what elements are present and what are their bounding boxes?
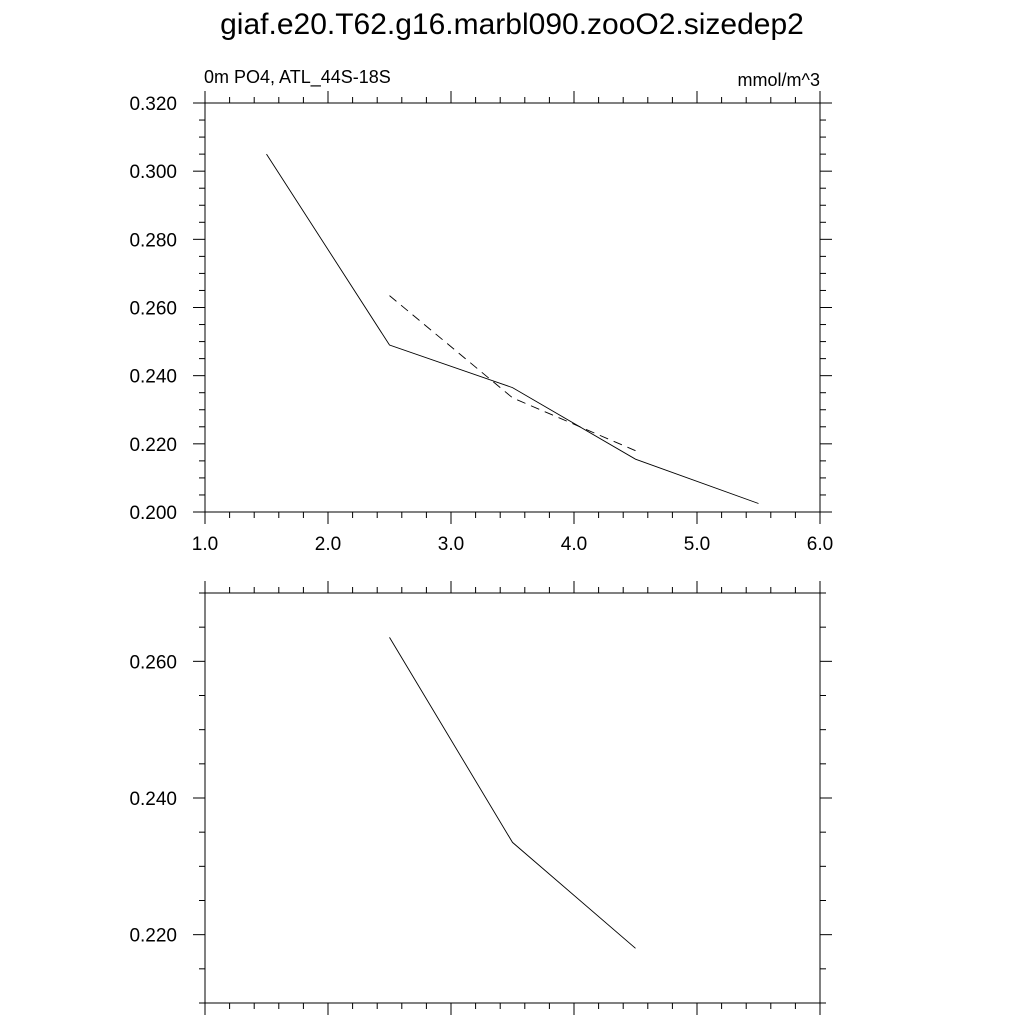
x-tick-label: 5.0 [684,534,710,555]
plot-frame [204,102,821,513]
x-tick-label: 2.0 [315,534,341,555]
x-tick-label: 1.0 [192,534,218,555]
y-tick-label: 0.260 [129,299,177,320]
x-tick-label: 3.0 [438,534,464,555]
x-tick-label: 4.0 [561,534,587,555]
top-chart-left-label: 0m PO4, ATL_44S-18S [204,67,391,88]
series-line-dashed [389,295,636,452]
x-tick-label: 6.0 [807,534,833,555]
series-line-solid [266,153,759,504]
y-tick-label: 0.320 [129,94,177,115]
y-tick-label: 0.220 [129,435,177,456]
y-tick-label: 0.200 [129,503,177,524]
y-tick-label: 0.240 [129,367,177,388]
y-tick-label: 0.300 [129,162,177,183]
figure-title: giaf.e20.T62.g16.marbl090.zooO2.sizedep2 [220,8,804,41]
top-chart-unit-label: mmol/m^3 [738,70,820,90]
y-tick-label: 0.280 [129,230,177,251]
